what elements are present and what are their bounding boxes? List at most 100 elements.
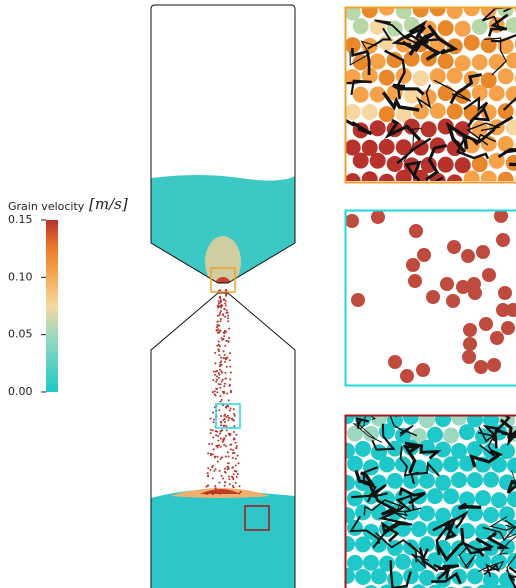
grain [235,458,237,460]
grain [435,441,451,457]
grain [224,383,226,385]
grain [215,487,217,489]
grain [214,393,216,395]
grain [220,310,222,312]
grain [447,240,461,254]
grain [208,443,210,445]
grain [229,379,231,381]
grain [230,371,232,373]
grain [218,300,220,302]
grain [461,249,475,263]
grain [227,415,229,417]
grain [213,370,215,372]
grain [219,296,221,298]
grain [379,106,395,122]
grain [221,475,223,477]
grain [218,331,220,333]
grain [228,478,230,480]
grain [218,482,220,484]
grain [479,317,493,331]
grain [214,374,216,376]
grain [240,491,242,493]
colorbar-label: Grain velocity [8,200,85,213]
grain [221,456,223,458]
grain [224,414,226,416]
grain [223,308,225,310]
grain [234,438,236,440]
grain [355,536,371,552]
grain [483,507,499,523]
grain [229,410,231,412]
grain [370,54,386,70]
grain [419,473,435,489]
grain [232,449,234,451]
grain [220,446,222,448]
grain [219,289,221,291]
grain [370,120,386,136]
grain [216,345,218,347]
grain [475,490,491,506]
grain [451,472,467,488]
grain [506,53,516,69]
grain [216,326,218,328]
grain [219,362,221,364]
grain [400,369,414,383]
grain [387,473,403,489]
grain [225,455,227,457]
grain [210,417,212,419]
grain [220,438,222,440]
grain [459,424,475,440]
grain [379,456,395,472]
grain [421,121,437,137]
grain [219,401,221,403]
grain [219,312,221,314]
grain [223,338,225,340]
grain [210,429,212,431]
grain [225,445,227,447]
grain [209,469,211,471]
y-tick-label: 0.00 [8,385,33,398]
grain [217,315,219,317]
grain [395,456,411,472]
grain [212,429,214,431]
grain [212,477,214,479]
y-tick-label: 0.10 [8,270,33,283]
grain [224,468,226,470]
grain [455,21,471,37]
grain [212,379,214,381]
grain [239,485,241,487]
grain [223,385,225,387]
grain [221,399,223,401]
grain [443,428,459,444]
grain [490,331,504,345]
grain [229,359,231,361]
grain [379,35,395,51]
grain [234,415,236,417]
grain [216,375,218,377]
grain [227,312,229,314]
grain [435,411,451,427]
grain [438,53,454,69]
grain [232,457,234,459]
grain [220,300,222,302]
grain [218,377,220,379]
grain [215,489,217,491]
grain [207,472,209,474]
grain [351,293,365,307]
grain [371,568,387,584]
grain [228,399,230,401]
grain [228,476,230,478]
grain [214,456,216,458]
grain [482,268,496,282]
grain [224,378,226,380]
grain [222,477,224,479]
grain [212,391,214,393]
grain [430,103,446,119]
grain [498,286,512,300]
grain [403,568,419,584]
grain [419,505,435,521]
grain [371,210,385,224]
grain [213,470,215,472]
grain [496,233,510,247]
grain [219,395,221,397]
